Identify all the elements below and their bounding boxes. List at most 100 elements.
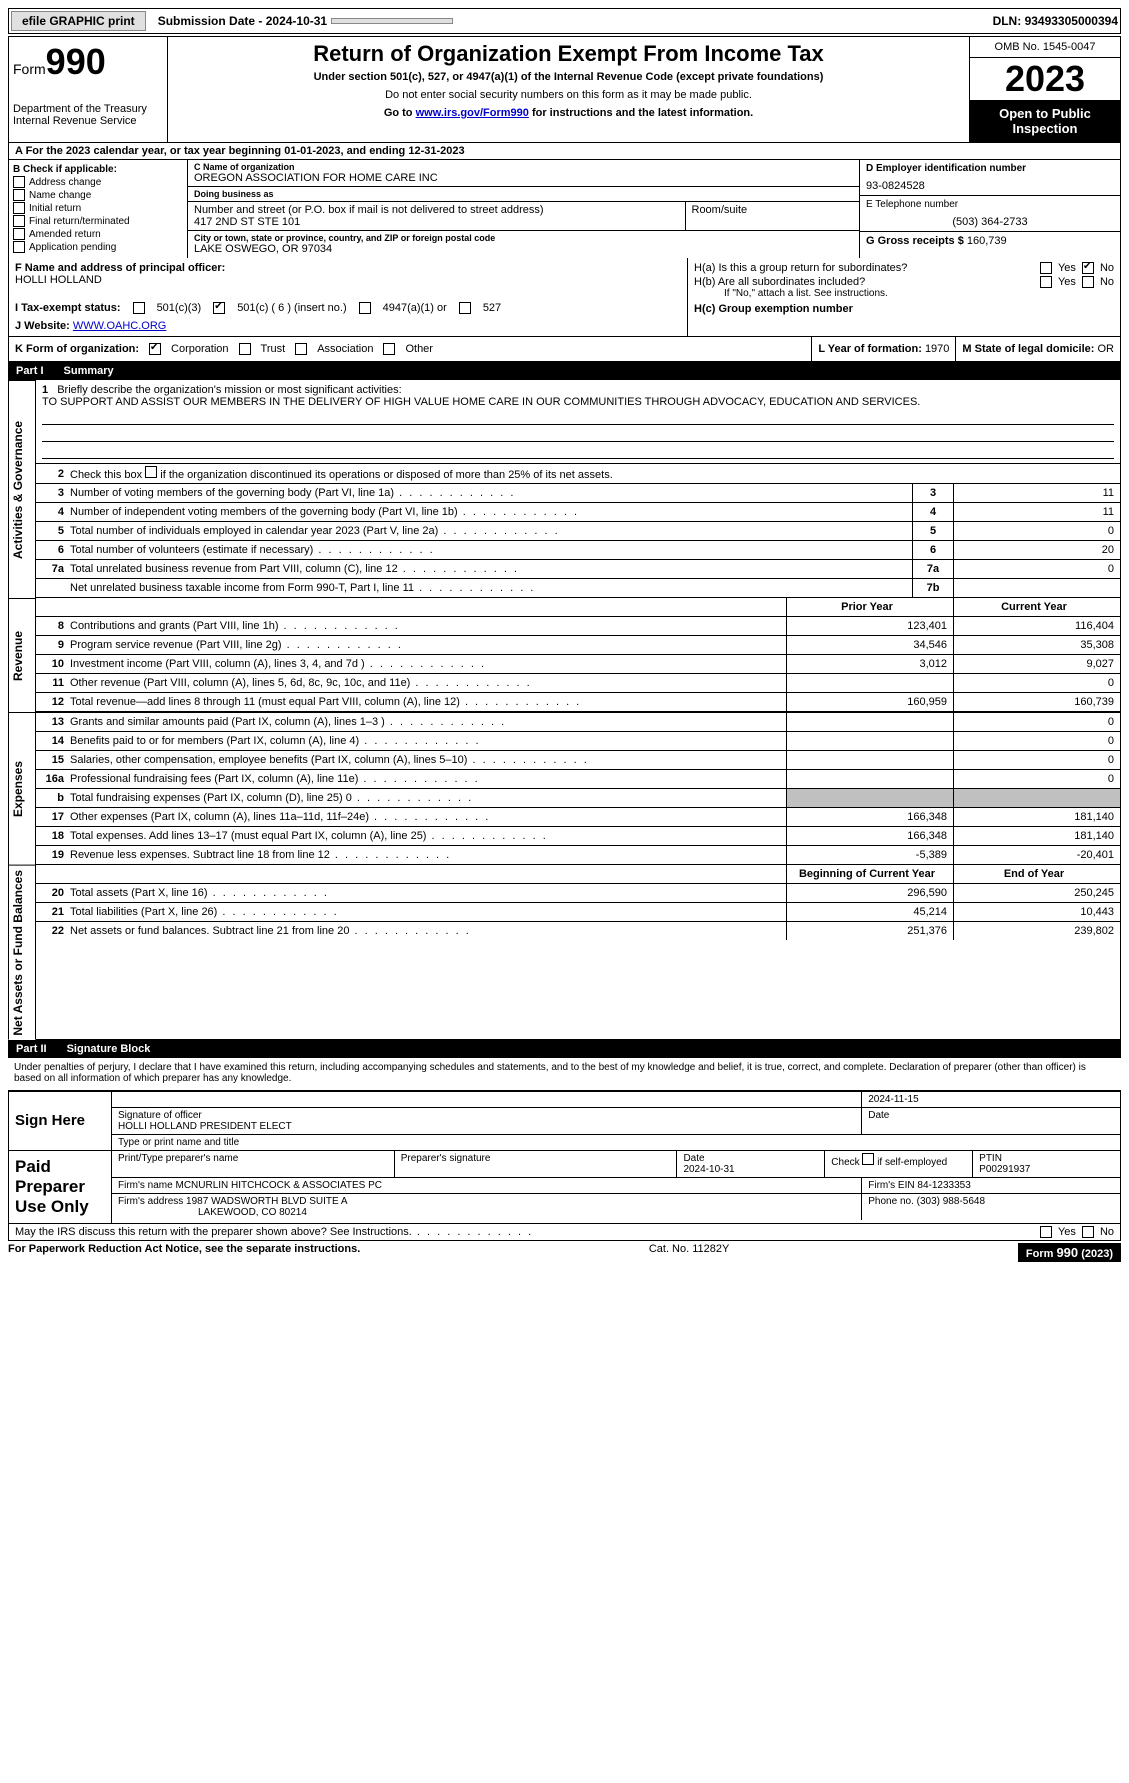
discuss-row: May the IRS discuss this return with the… [9,1223,1120,1240]
chk-application-pending[interactable]: Application pending [13,241,183,253]
paid-preparer-label: Paid Preparer Use Only [9,1151,112,1223]
chk-initial-return[interactable]: Initial return [13,202,183,214]
col-b-label: B Check if applicable: [13,164,183,175]
part-1-header: Part I Summary [8,362,1121,380]
checkbox-icon[interactable] [359,302,371,314]
firm-phone: (303) 988-5648 [917,1196,985,1207]
table-row: 3Number of voting members of the governi… [36,483,1120,502]
block-bcd: B Check if applicable: Address change Na… [8,160,1121,258]
form-title: Return of Organization Exempt From Incom… [176,41,961,67]
checkbox-icon[interactable] [1040,276,1052,288]
org-name: OREGON ASSOCIATION FOR HOME CARE INC [194,172,853,184]
part-2-header: Part II Signature Block [8,1040,1121,1058]
dba-cell: Doing business as [188,187,859,202]
year-formation: L Year of formation: 1970 [811,337,955,361]
chk-address-change[interactable]: Address change [13,176,183,188]
checkbox-icon[interactable] [1082,276,1094,288]
expenses-body: 13Grants and similar amounts paid (Part … [36,712,1121,865]
irs-link[interactable]: www.irs.gov/Form990 [416,107,529,119]
ag-body: 1 Briefly describe the organization's mi… [36,380,1121,598]
checkbox-icon [13,189,25,201]
table-row: 11Other revenue (Part VIII, column (A), … [36,673,1120,692]
sign-here-row: Sign Here 2024-11-15 Signature of office… [9,1091,1120,1150]
row-j-inline: J Website: WWW.OAHC.ORG [15,320,681,332]
submission-date: Submission Date - 2024-10-31 [158,14,327,28]
checkbox-icon[interactable] [1082,1226,1094,1238]
chk-final-return[interactable]: Final return/terminated [13,215,183,227]
table-row: 10Investment income (Part VIII, column (… [36,654,1120,673]
col-b: B Check if applicable: Address change Na… [9,160,188,258]
checkbox-icon[interactable] [1040,1226,1052,1238]
checkbox-icon[interactable] [145,466,157,478]
checkbox-icon[interactable] [133,302,145,314]
netassets-body: Beginning of Current Year End of Year 20… [36,865,1121,1040]
line-2: 2 Check this box Check this box if the o… [36,463,1120,483]
firm-name: MCNURLIN HITCHCOCK & ASSOCIATES PC [175,1180,382,1191]
table-row: 12Total revenue—add lines 8 through 11 (… [36,692,1120,711]
hb-note: If "No," attach a list. See instructions… [694,288,1114,299]
street-address: 417 2ND ST STE 101 [194,216,679,228]
table-row: 15Salaries, other compensation, employee… [36,750,1120,769]
section-ag: Activities & Governance 1 Briefly descri… [8,380,1121,598]
form-note1: Do not enter social security numbers on … [176,89,961,101]
table-row: 9Program service revenue (Part VIII, lin… [36,635,1120,654]
table-row: 16aProfessional fundraising fees (Part I… [36,769,1120,788]
ein-cell: D Employer identification number 93-0824… [860,160,1120,196]
checkbox-icon[interactable] [383,343,395,355]
mission-box: 1 Briefly describe the organization's mi… [36,380,1120,463]
checkbox-icon[interactable] [295,343,307,355]
table-row: 13Grants and similar amounts paid (Part … [36,712,1120,731]
paperwork-notice: For Paperwork Reduction Act Notice, see … [8,1243,360,1262]
row-i-inline: I Tax-exempt status: 501(c)(3) 501(c) ( … [15,302,681,314]
chk-name-change[interactable]: Name change [13,189,183,201]
ha-yn: Yes No [1040,262,1114,274]
hb-label: H(b) Are all subordinates included? [694,276,865,288]
na-header: Beginning of Current Year End of Year [36,865,1120,883]
table-row: 21Total liabilities (Part X, line 26)45,… [36,902,1120,921]
officer-name: HOLLI HOLLAND [15,274,681,286]
revenue-body: Prior Year Current Year 8Contributions a… [36,598,1121,712]
checkbox-icon[interactable] [1082,262,1094,274]
checkbox-icon[interactable] [213,302,225,314]
table-row: 22Net assets or fund balances. Subtract … [36,921,1120,940]
blank-button[interactable] [331,18,453,24]
checkbox-icon [13,202,25,214]
sig-date: 2024-11-15 [862,1092,1120,1107]
paid-preparer-row: Paid Preparer Use Only Print/Type prepar… [9,1150,1120,1223]
section-expenses: Expenses 13Grants and similar amounts pa… [8,712,1121,865]
signature-block: Sign Here 2024-11-15 Signature of office… [8,1090,1121,1241]
section-netassets: Net Assets or Fund Balances Beginning of… [8,865,1121,1040]
firm-addr1: 1987 WADSWORTH BLVD SUITE A [186,1196,348,1207]
checkbox-icon[interactable] [862,1153,874,1165]
chk-amended-return[interactable]: Amended return [13,228,183,240]
blank-line [42,410,1114,425]
checkbox-icon[interactable] [149,343,161,355]
ein-value: 93-0824528 [866,180,1114,192]
checkbox-icon[interactable] [239,343,251,355]
form-subtitle: Under section 501(c), 527, or 4947(a)(1)… [176,71,961,83]
vtab-revenue: Revenue [8,598,36,712]
state-domicile: M State of legal domicile: OR [955,337,1120,361]
form-id-footer: Form 990 (2023) [1018,1243,1121,1262]
row-k: K Form of organization: Corporation Trus… [8,337,1121,362]
discuss-yn: Yes No [1040,1226,1114,1238]
header: Form990 Department of the Treasury Inter… [8,36,1121,143]
table-row: 17Other expenses (Part IX, column (A), l… [36,807,1120,826]
telephone: (503) 364-2733 [866,216,1114,228]
vtab-governance: Activities & Governance [8,380,36,598]
section-h: H(a) Is this a group return for subordin… [687,258,1120,336]
form-number: Form990 [13,41,163,83]
checkbox-icon[interactable] [1040,262,1052,274]
cat-no: Cat. No. 11282Y [649,1243,730,1262]
public-inspection: Open to Public Inspection [970,100,1120,142]
checkbox-icon [13,228,25,240]
table-row: 14Benefits paid to or for members (Part … [36,731,1120,750]
header-right: OMB No. 1545-0047 2023 Open to Public In… [969,37,1120,142]
website-link[interactable]: WWW.OAHC.ORG [73,320,167,332]
tax-year: 2023 [970,58,1120,100]
efile-button[interactable]: efile GRAPHIC print [11,11,146,31]
street-cell: Number and street (or P.O. box if mail i… [188,202,859,231]
checkbox-icon[interactable] [459,302,471,314]
table-row: Net unrelated business taxable income fr… [36,578,1120,597]
dln: DLN: 93493305000394 [993,14,1118,28]
